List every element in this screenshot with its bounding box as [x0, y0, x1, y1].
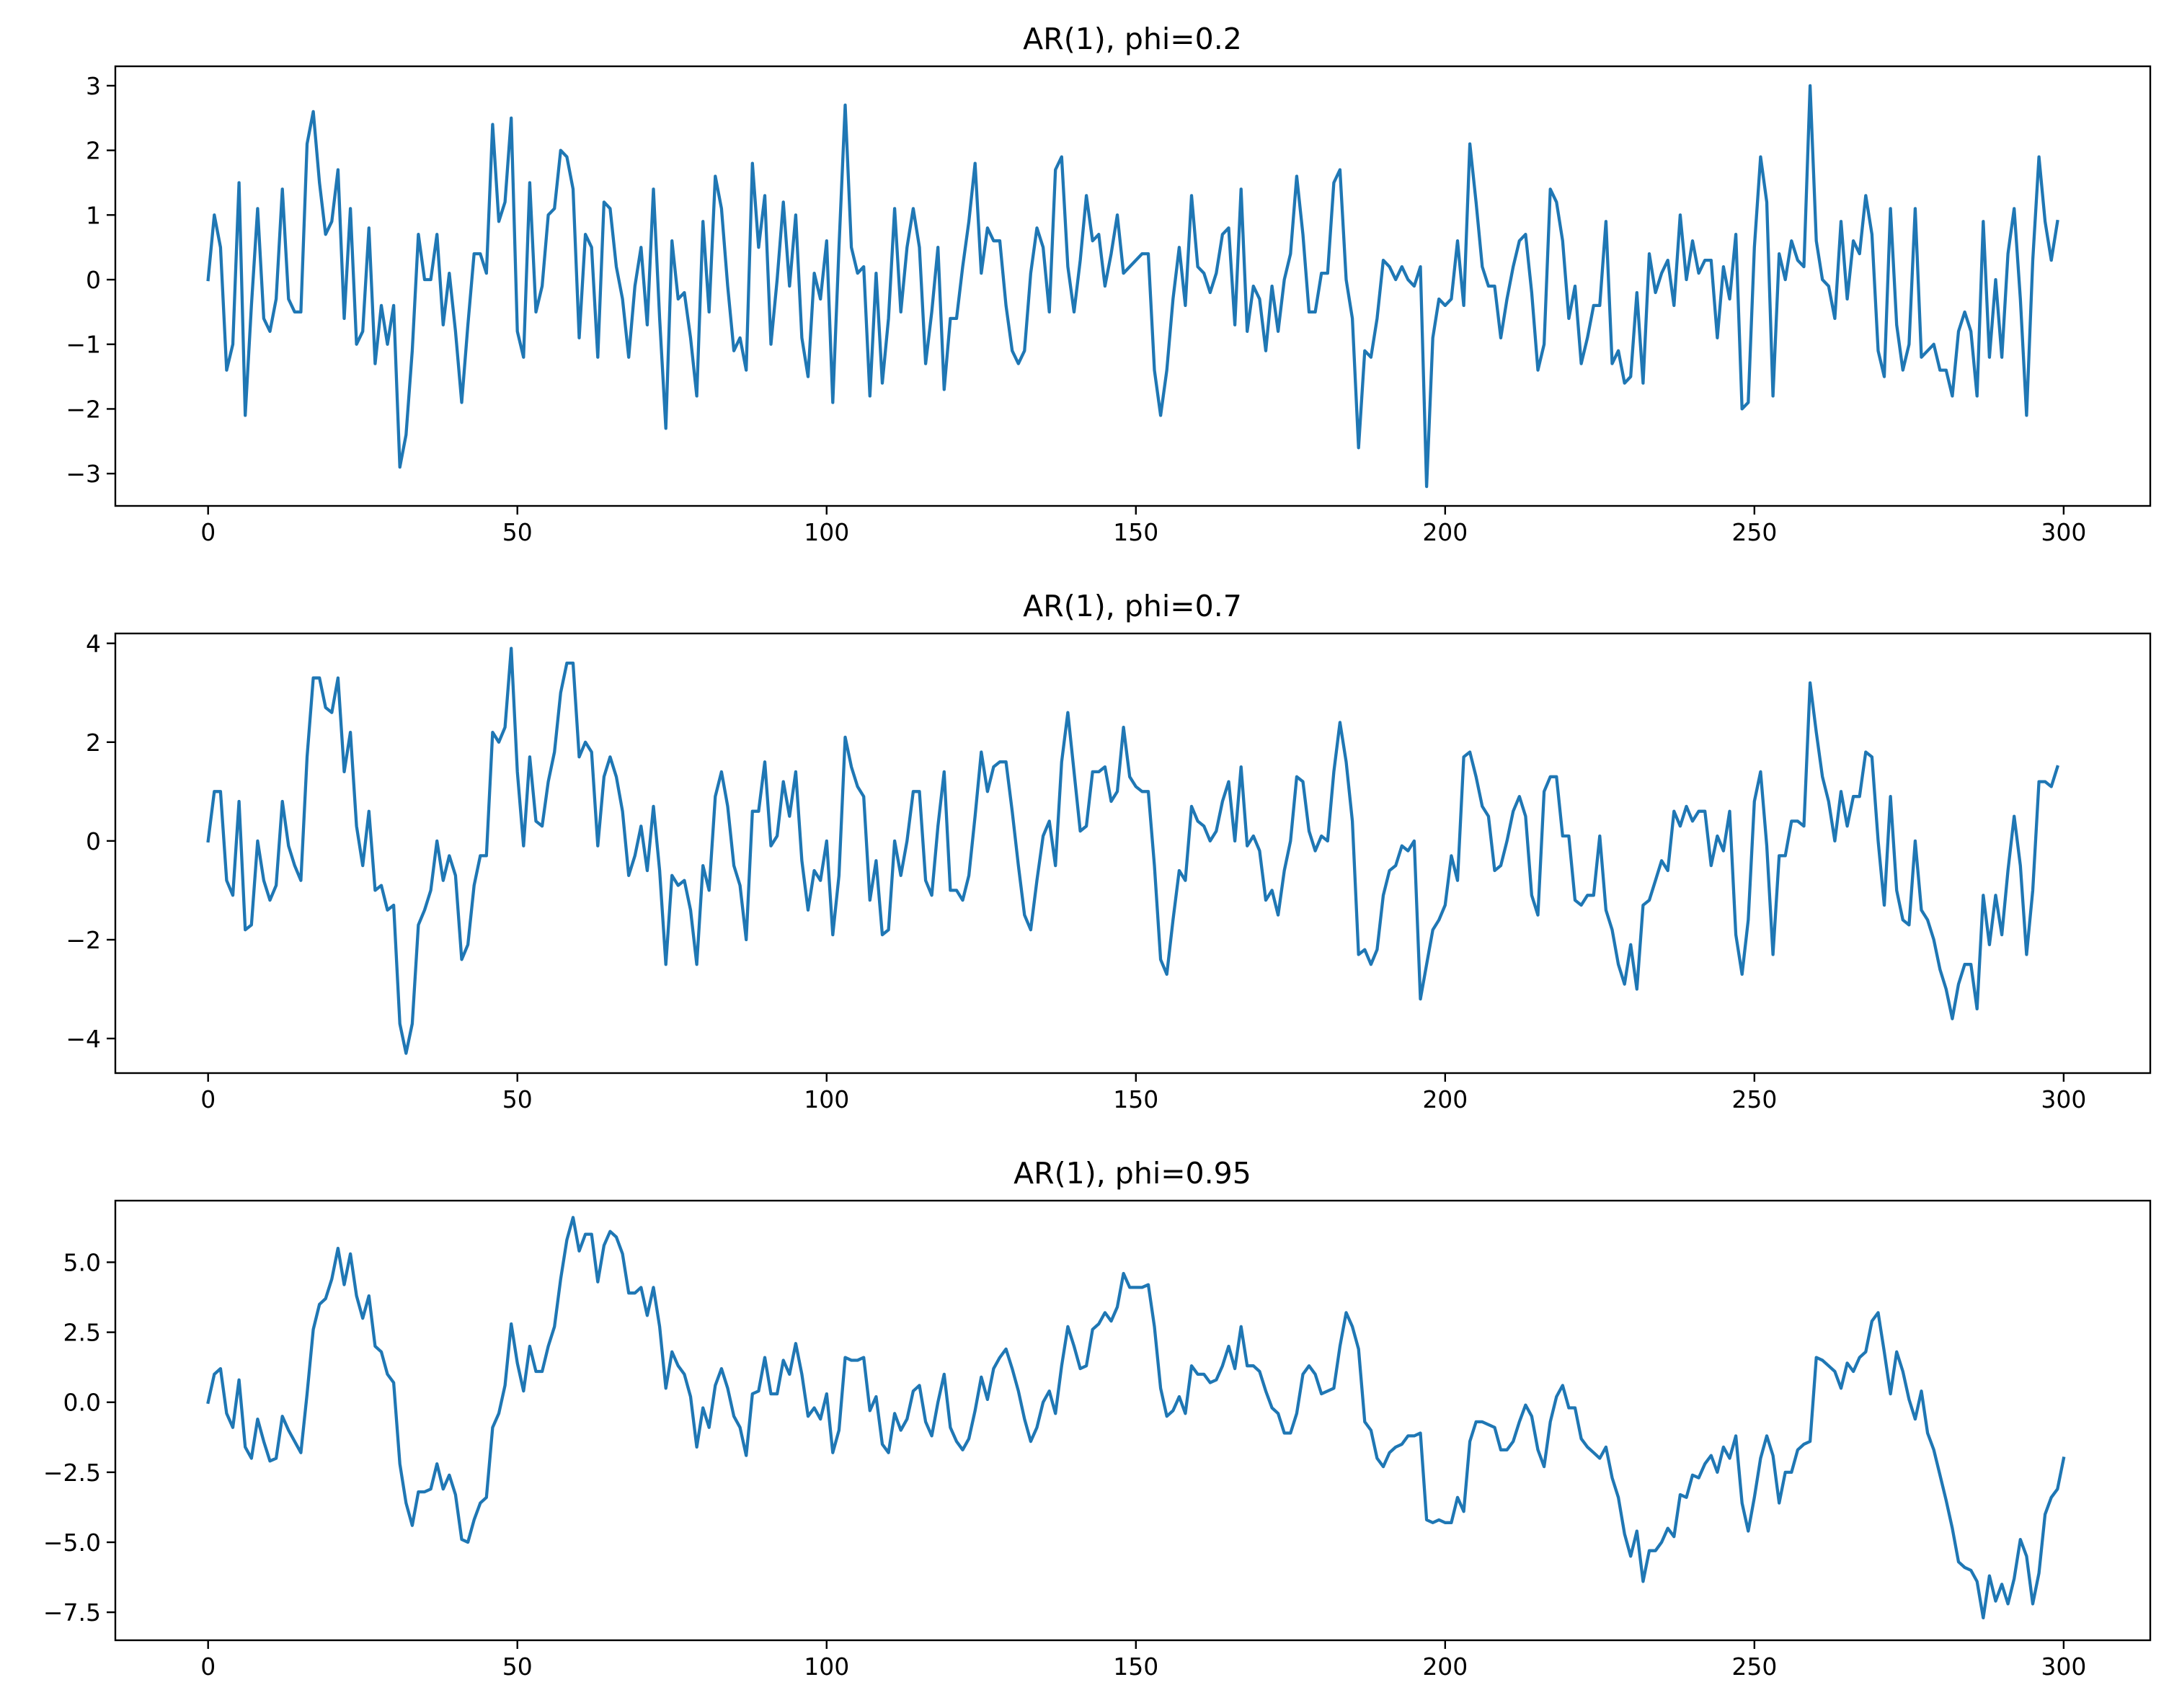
y-tick-label: 2.5	[63, 1319, 101, 1347]
chart-title: AR(1), phi=0.2	[1023, 22, 1242, 56]
series-line	[206, 646, 2059, 1055]
x-tick-label: 100	[804, 1085, 849, 1113]
y-tick-label: −2	[66, 395, 101, 423]
x-tick-label: 100	[804, 518, 849, 546]
y-axis: 5.0 2.5 0.0 −2.5 −5.0 −7.5	[43, 1248, 115, 1627]
subplot-2: AR(1), phi=0.7 0 50 100 150 200 250 300 4 2 0 −2 −…	[66, 589, 2152, 1113]
x-tick-label: 0	[200, 1085, 216, 1113]
subplot-1: AR(1), phi=0.2 0 50 100 150 200 250 300 3 2 1 0 −1…	[66, 22, 2152, 546]
x-tick-label: 0	[200, 1653, 216, 1681]
y-tick-label: −2	[66, 926, 101, 954]
y-tick-label: −4	[66, 1025, 101, 1053]
y-tick-label: 1	[86, 201, 101, 229]
x-tick-label: 300	[2041, 1653, 2086, 1681]
y-tick-label: 2	[86, 729, 101, 757]
x-axis: 0 50 100 150 200 250 300	[200, 1073, 2086, 1113]
x-tick-label: 200	[1422, 518, 1468, 546]
y-tick-label: 2	[86, 137, 101, 165]
plot-area	[114, 632, 2152, 1075]
y-tick-label: 0.0	[63, 1389, 101, 1417]
y-tick-label: 0	[86, 266, 101, 294]
x-tick-label: 200	[1422, 1085, 1468, 1113]
x-tick-label: 0	[200, 518, 216, 546]
y-tick-label: 4	[86, 630, 101, 658]
x-tick-label: 200	[1422, 1653, 1468, 1681]
y-axis: 3 2 1 0 −1 −2 −3	[66, 72, 115, 488]
x-axis: 0 50 100 150 200 250 300	[200, 1640, 2086, 1681]
x-tick-label: 250	[1731, 518, 1777, 546]
subplot-3: AR(1), phi=0.95 0 50 100 150 200 250 300 5.0 2.…	[43, 1156, 2152, 1681]
x-axis: 0 50 100 150 200 250 300	[200, 506, 2086, 546]
series-line	[206, 84, 2059, 489]
y-tick-label: −2.5	[43, 1459, 101, 1487]
x-tick-label: 300	[2041, 518, 2086, 546]
x-tick-label: 50	[502, 1085, 533, 1113]
series-group	[206, 1216, 2066, 1620]
x-tick-label: 250	[1731, 1085, 1777, 1113]
chart-title: AR(1), phi=0.7	[1023, 589, 1242, 623]
y-tick-label: −3	[66, 460, 101, 488]
x-tick-label: 150	[1113, 1653, 1158, 1681]
y-axis: 4 2 0 −2 −4	[66, 630, 115, 1053]
chart-title: AR(1), phi=0.95	[1013, 1156, 1251, 1191]
y-tick-label: −5.0	[43, 1529, 101, 1557]
x-tick-label: 50	[502, 1653, 533, 1681]
plot-area	[114, 1199, 2152, 1642]
y-tick-label: −7.5	[43, 1598, 101, 1627]
x-tick-label: 50	[502, 518, 533, 546]
x-tick-label: 250	[1731, 1653, 1777, 1681]
series-group	[206, 646, 2059, 1055]
y-tick-label: −1	[66, 331, 101, 359]
x-tick-label: 300	[2041, 1085, 2086, 1113]
y-tick-label: 3	[86, 72, 101, 100]
x-tick-label: 150	[1113, 518, 1158, 546]
series-group	[206, 84, 2059, 489]
series-line	[206, 1216, 2066, 1620]
x-tick-label: 100	[804, 1653, 849, 1681]
y-tick-label: 5.0	[63, 1248, 101, 1276]
x-tick-label: 150	[1113, 1085, 1158, 1113]
y-tick-label: 0	[86, 827, 101, 855]
